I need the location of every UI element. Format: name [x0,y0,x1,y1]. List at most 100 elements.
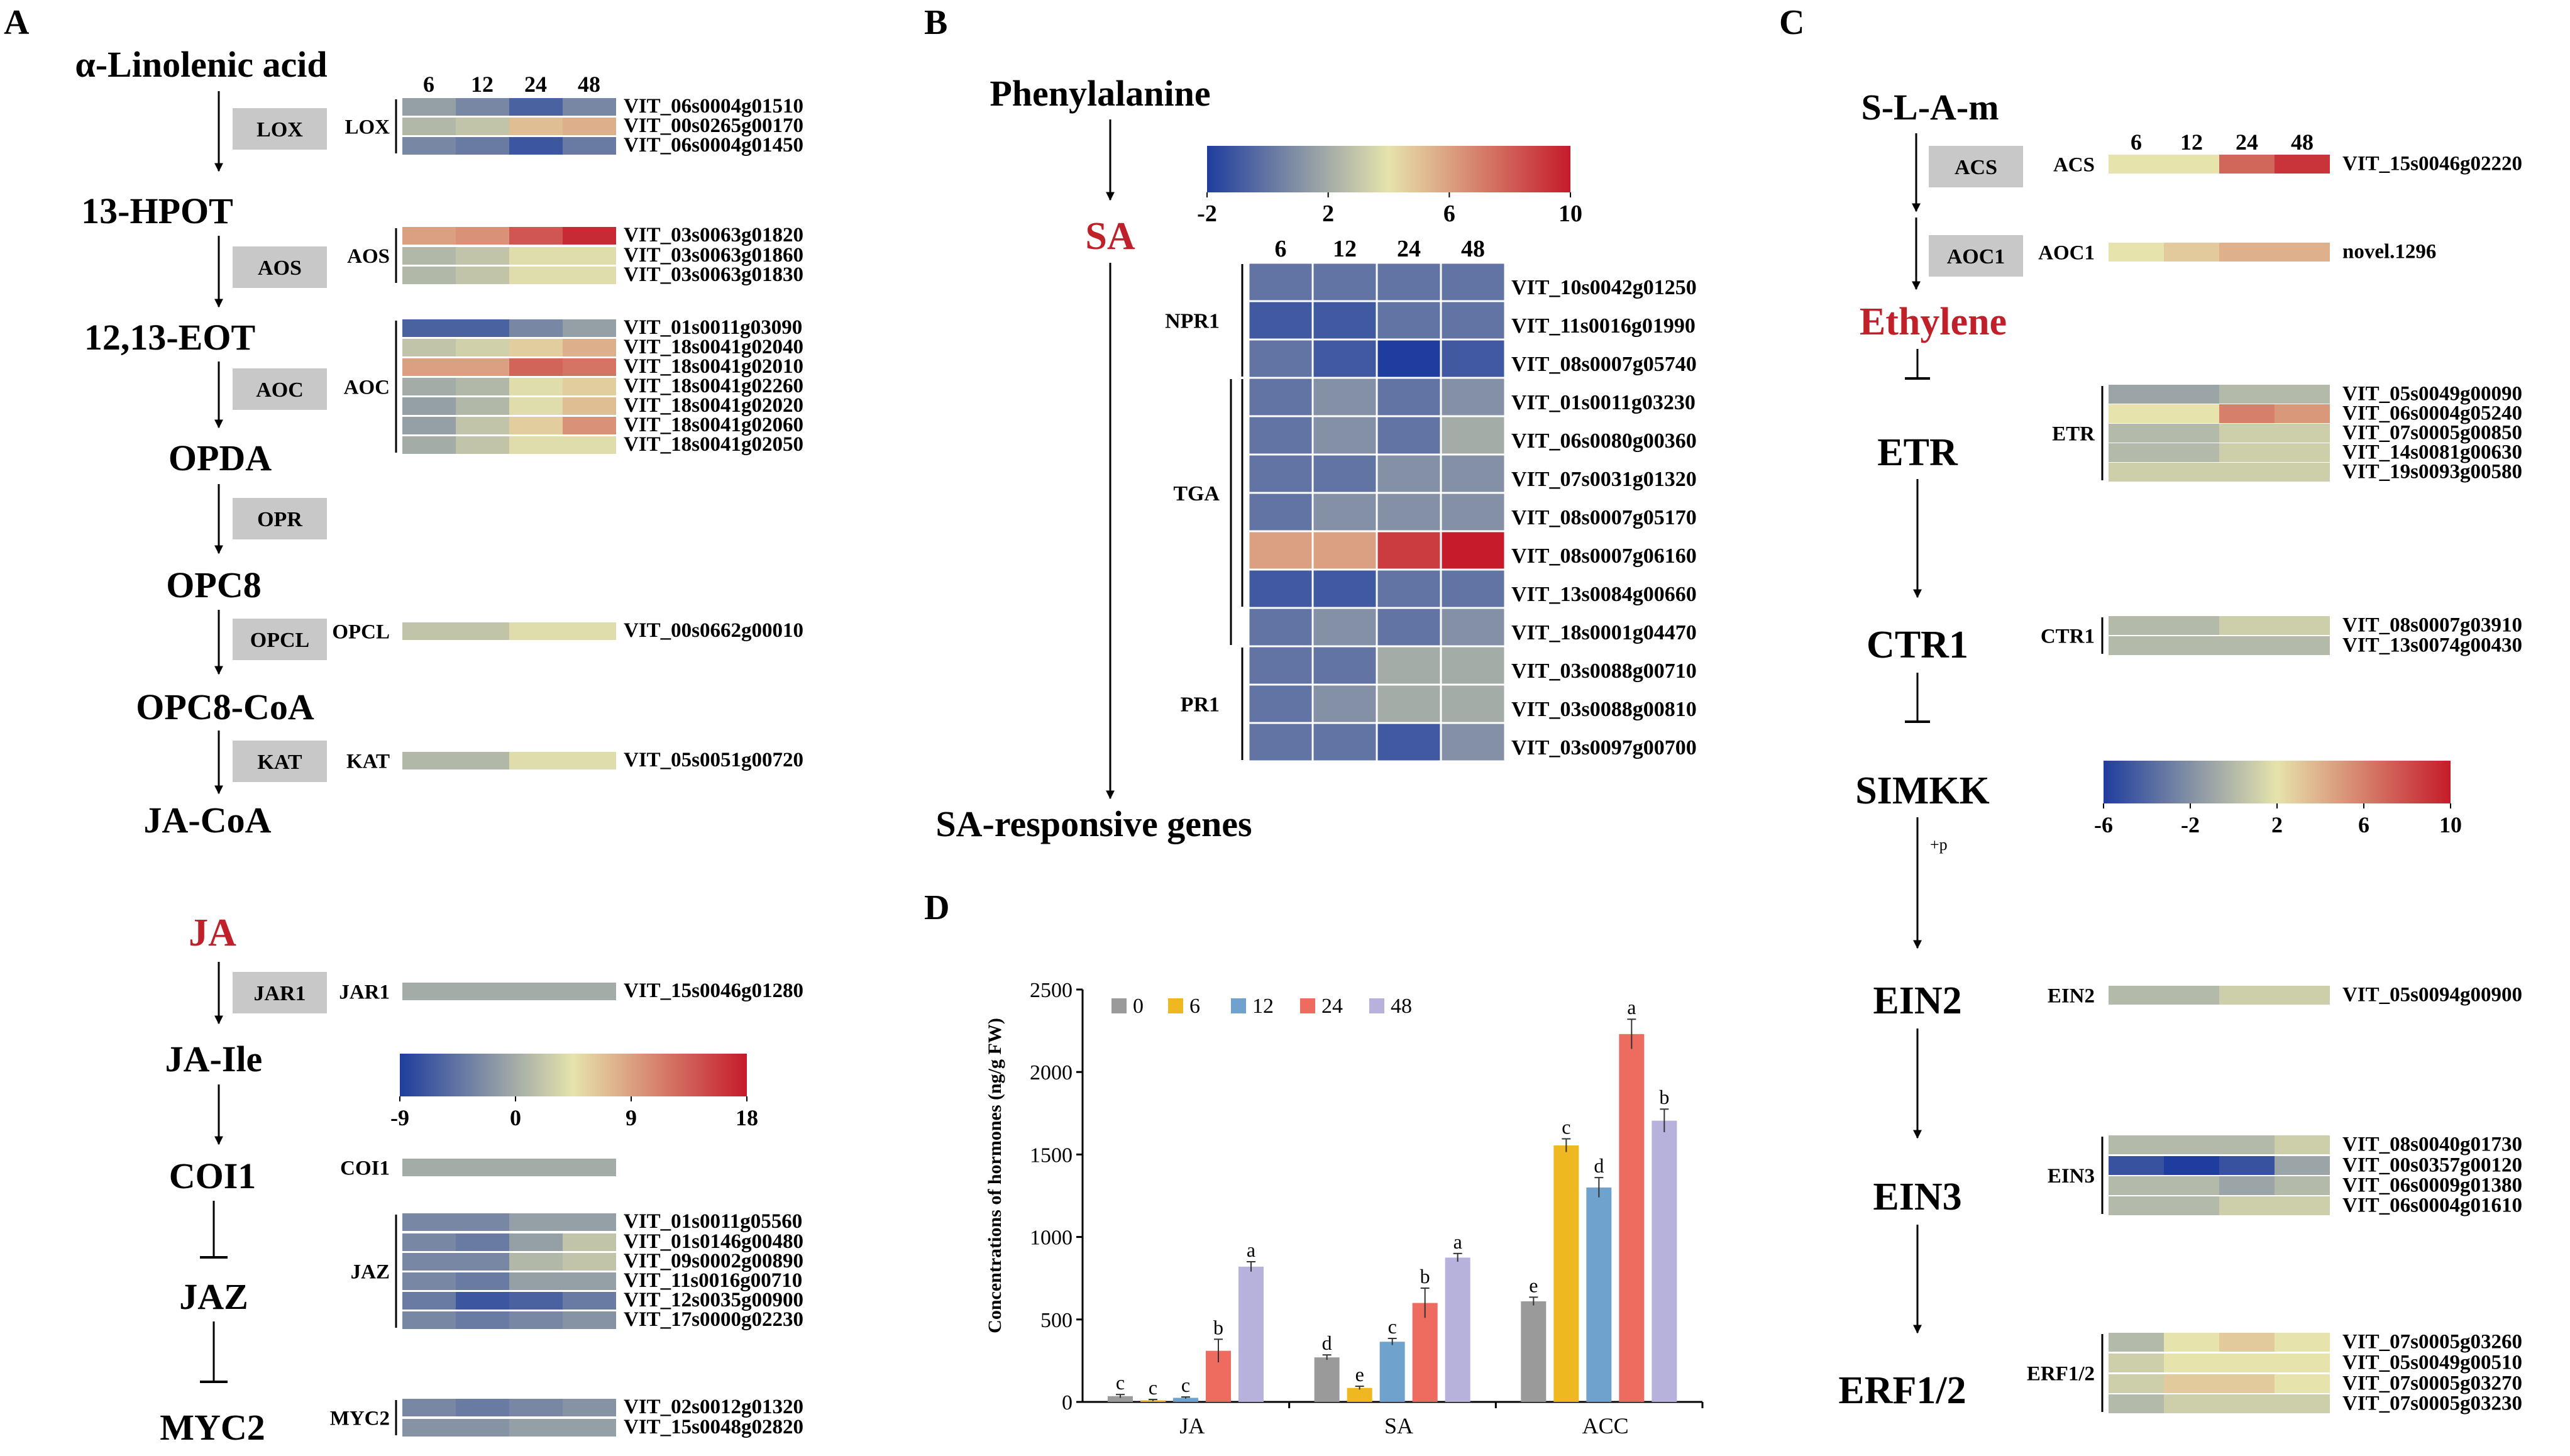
heatmap-cell [563,1311,616,1329]
heatmap-cell [563,1213,616,1231]
heatmap-cell [1440,530,1506,571]
colorbar-tick-label: 2 [2271,812,2283,837]
gene-family-label: EIN2 [2048,985,2095,1008]
hormone-ethylene: Ethylene [1860,301,2007,343]
gene-family-label: AOS [347,245,390,268]
heatmap-cell [2109,1374,2164,1393]
heatmap-cell [456,98,509,116]
heatmap-cell [509,622,563,640]
metabolite-simkk: SIMKK [1855,769,1990,812]
heatmap-cell [563,436,616,454]
heatmap-cell [402,267,456,284]
heatmap-cell [2219,616,2275,635]
gene-id-label: VIT_03s0088g00810 [1511,698,1697,721]
heatmap-cell [1440,338,1506,379]
heatmap-cell [2164,1156,2219,1175]
y-tick-label: 2500 [1030,979,1073,1002]
gene-id-label: VIT_02s0012g01320 [624,1396,803,1418]
metabolite-opc8-coa: OPC8-CoA [136,687,314,727]
heatmap-cell [2275,636,2330,655]
bar [1553,1145,1579,1402]
heatmap-cell [456,227,509,245]
gene-id-label: VIT_05s0094g00900 [2342,984,2522,1007]
heatmap-cell [402,397,456,415]
heatmap-cell [2275,404,2330,423]
metabolite-ja-ile: JA-Ile [165,1039,263,1079]
heatmap-cell [2164,385,2219,404]
bar [1445,1257,1470,1402]
metabolite-erf1-2: ERF1/2 [1838,1369,1966,1412]
colorbar [2104,761,2451,803]
enzyme-aoc: AOC [256,378,304,402]
gene-id-label: VIT_00s0662g00010 [624,619,803,642]
timepoint-label: 24 [2236,130,2258,155]
heatmap-cell [2219,424,2275,443]
heatmap-cell [456,1159,509,1176]
heatmap-cell [2219,385,2275,404]
heatmap-cell [1376,338,1442,379]
gene-id-label: VIT_03s0097g00700 [1511,736,1697,759]
heatmap-cell [2109,443,2164,462]
metabolite-sa-responsive-genes: SA-responsive genes [935,803,1252,844]
gene-family-label: ACS [2053,154,2095,177]
timepoint-label: 24 [524,72,547,97]
heatmap-cell [1247,415,1314,456]
panel-a-heatmap: VIT_06s0004g01510VIT_00s0265g00170VIT_06… [330,72,803,1438]
heatmap-cell [509,1159,563,1176]
panel-c-pathway: S-L-A-m ACS AOC1 Ethylene ETR CTR1 SIMKK… [1838,87,2023,1412]
heatmap-cell [2219,1176,2275,1195]
heatmap-cell [1376,377,1442,417]
heatmap-cell [563,1292,616,1310]
heatmap-cell [2109,1156,2164,1175]
heatmap-cell [563,358,616,376]
gene-id-label: VIT_18s0041g02060 [624,414,803,436]
legend-label: 0 [1133,995,1144,1018]
heatmap-cell [456,1311,509,1329]
heatmap-cell [509,267,563,284]
heatmap-cell [1440,300,1506,341]
heatmap-cell [2109,616,2164,635]
bar [1521,1301,1547,1402]
metabolite-phenylalanine: Phenylalanine [990,73,1210,114]
heatmap-cell [1440,568,1506,609]
legend-swatch [1231,998,1246,1013]
heatmap-cell [1311,377,1378,417]
heatmap-cell [1311,415,1378,456]
gene-id-label: VIT_06s0004g01510 [624,95,803,118]
heatmap-cell [563,267,616,284]
heatmap-cell [2164,404,2219,423]
enzyme-box-kat [233,741,327,782]
legend-label: 6 [1189,995,1200,1018]
heatmap-cell [2219,1333,2275,1352]
heatmap-cell [402,436,456,454]
gene-id-label: VIT_11s0016g01990 [1511,314,1696,338]
heatmap-cell [402,1292,456,1310]
significance-letter: a [1247,1238,1255,1261]
heatmap-cell [2109,1354,2164,1372]
gene-id-label: VIT_08s0007g05170 [1511,506,1697,529]
heatmap-cell [402,1399,456,1416]
gene-family-label: OPCL [332,621,390,644]
heatmap-cell [1247,683,1314,724]
bar [1314,1357,1340,1402]
metabolite-etr: ETR [1877,431,1958,474]
heatmap-cell [1440,453,1506,494]
significance-letter: e [1529,1274,1538,1296]
gene-id-label: VIT_08s0040g01730 [2342,1133,2522,1156]
heatmap-cell [456,118,509,135]
heatmap-cell [1376,722,1442,763]
heatmap-cell [402,752,456,769]
colorbar-tick-label: 10 [2439,812,2462,837]
timepoint-label: 48 [578,72,600,97]
colorbar-tick-label: 9 [626,1105,637,1130]
colorbar-tick-label: 10 [1558,201,1582,227]
heatmap-cell [1247,262,1314,302]
y-tick-label: 1000 [1030,1227,1073,1250]
panel-b-heatmap: VIT_10s0042g01250 VIT_11s0016g01990 VIT_08… [1165,236,1697,763]
heatmap-cell [2219,1354,2275,1372]
gene-family-label: JAR1 [339,981,390,1004]
heatmap-cell [2164,155,2219,174]
timepoint-label: 6 [2131,130,2142,155]
heatmap-cell [1376,607,1442,648]
